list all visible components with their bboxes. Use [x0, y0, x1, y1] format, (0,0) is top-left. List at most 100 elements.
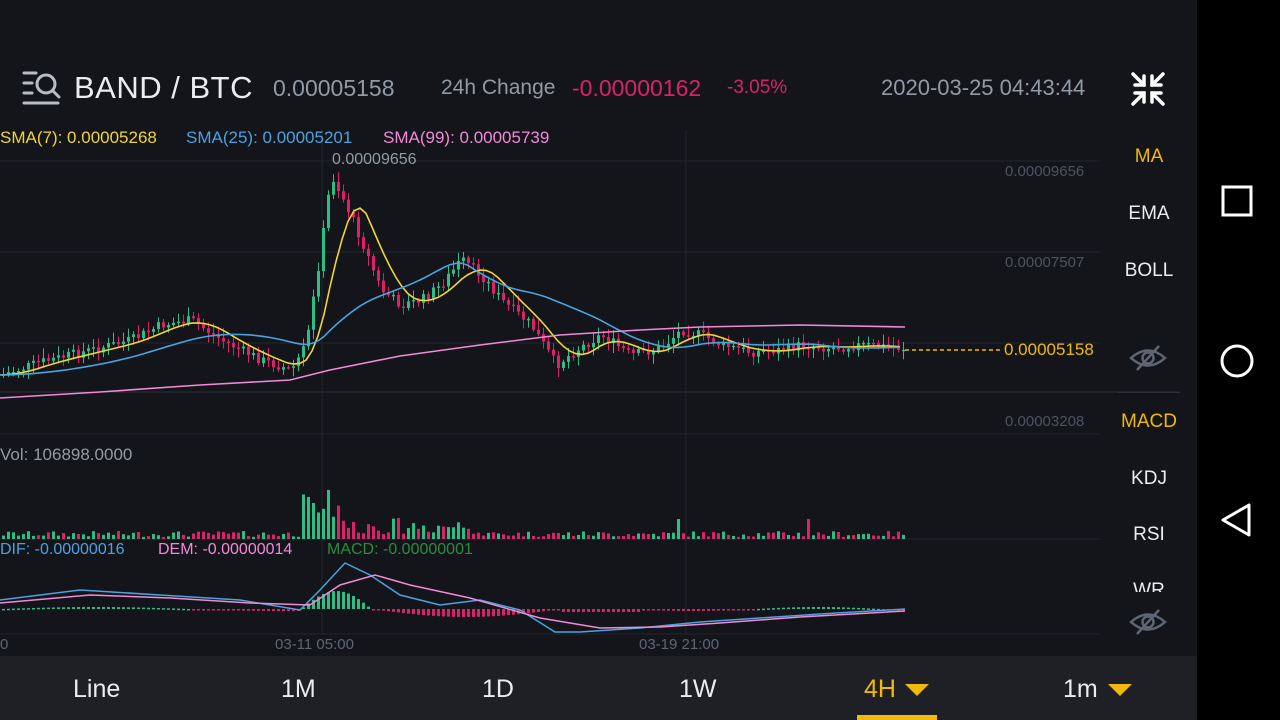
tab-4H-dropdown-icon[interactable] — [904, 683, 930, 697]
volume-bar — [22, 534, 25, 539]
volume-bar — [92, 531, 95, 539]
indicator-wr-clip: WR — [1109, 578, 1189, 592]
volume-bar — [642, 533, 645, 539]
macd-bar — [617, 609, 620, 612]
candle-body — [467, 257, 470, 264]
candle-body — [647, 350, 650, 355]
high-price-marker: 0.00009656 — [332, 151, 417, 168]
indicator-kdj[interactable]: KDJ — [1131, 468, 1167, 489]
volume-bar — [727, 534, 730, 539]
candle-body — [147, 330, 150, 333]
macd-bar — [492, 609, 495, 617]
sma99-legend: SMA(99): 0.00005739 — [383, 128, 550, 147]
volume-bar — [407, 528, 410, 539]
macd-bar — [412, 609, 415, 615]
candle-body — [652, 351, 655, 355]
volume-legend: Vol: 106898.0000 — [0, 445, 133, 464]
macd-bar — [772, 608, 775, 610]
candle-body — [117, 342, 120, 345]
macd-bar — [642, 609, 645, 611]
change-label: 24h Change — [441, 76, 556, 99]
indicator-ma[interactable]: MA — [1134, 146, 1164, 167]
candle-body — [222, 337, 225, 342]
macd-bar — [302, 607, 305, 609]
indicator-macd[interactable]: MACD — [1121, 411, 1177, 432]
hide-main-indicator-icon[interactable] — [1128, 343, 1168, 373]
candle-body — [447, 273, 450, 287]
macd-bar — [817, 607, 820, 609]
candle-body — [862, 342, 865, 345]
volume-bar — [672, 532, 675, 539]
candle-body — [607, 336, 610, 344]
tab-line[interactable]: Line — [73, 675, 121, 703]
volume-bar — [232, 532, 235, 539]
volume-bar — [242, 531, 245, 539]
macd-bar — [582, 609, 585, 612]
tab-1m[interactable]: 1m — [1063, 675, 1098, 703]
macd-bar — [292, 609, 295, 611]
candle-body — [67, 351, 70, 358]
indicator-wr[interactable]: WR — [1133, 580, 1165, 592]
indicator-boll[interactable]: BOLL — [1124, 260, 1174, 281]
tab-1D[interactable]: 1D — [482, 675, 514, 703]
recents-icon[interactable] — [1221, 185, 1253, 217]
candle-body — [187, 316, 190, 324]
macd-bar — [172, 608, 175, 610]
macd-bar — [752, 609, 755, 611]
volume-bar — [762, 535, 765, 539]
volume-bar — [697, 536, 700, 539]
volume-bar — [537, 536, 540, 539]
tab-1M[interactable]: 1M — [281, 675, 316, 703]
macd-bar — [227, 609, 230, 611]
tab-4H[interactable]: 4H — [864, 675, 896, 703]
macd-bar — [112, 607, 115, 609]
time-label-0: 0 — [0, 636, 9, 653]
candle-body — [457, 260, 460, 270]
tab-1W[interactable]: 1W — [679, 675, 717, 703]
menu-list-icon[interactable] — [22, 70, 62, 106]
volume-bar — [817, 532, 820, 539]
indicator-ema[interactable]: EMA — [1128, 203, 1170, 224]
candle-body — [302, 346, 305, 358]
volume-bar — [502, 534, 505, 539]
volume-bar — [97, 533, 100, 539]
candle-body — [252, 353, 255, 356]
macd-bar — [672, 609, 675, 611]
volume-bar — [582, 531, 585, 539]
macd-bar — [322, 593, 325, 609]
candle-body — [507, 300, 510, 305]
volume-bar — [792, 536, 795, 539]
candle-body — [402, 306, 405, 308]
hide-sub-indicator-icon[interactable] — [1128, 607, 1168, 637]
home-icon[interactable] — [1219, 343, 1255, 379]
candle-body — [282, 367, 285, 370]
macd-legend: MACD: -0.00000001 — [327, 541, 473, 558]
candle-body — [587, 344, 590, 348]
volume-bar — [867, 533, 870, 539]
macd-bar — [842, 607, 845, 609]
volume-bar — [382, 533, 385, 539]
volume-bar — [77, 534, 80, 539]
tab-1m-dropdown-icon[interactable] — [1107, 683, 1133, 697]
candle-body — [7, 372, 10, 375]
macd-bar — [657, 609, 660, 611]
candle-body — [672, 337, 675, 344]
candle-body — [362, 237, 365, 249]
candle-body — [277, 367, 280, 370]
candle-body — [837, 347, 840, 350]
price-chart[interactable] — [0, 0, 1197, 720]
candle-body — [747, 347, 750, 353]
pair-name[interactable]: BAND / BTC — [74, 70, 253, 105]
volume-bar — [122, 534, 125, 539]
candlesticks — [2, 172, 905, 380]
macd-bar — [602, 609, 605, 612]
volume-bar — [217, 531, 220, 539]
indicator-rsi[interactable]: RSI — [1133, 524, 1165, 545]
volume-bar — [187, 536, 190, 539]
candle-body — [197, 318, 200, 325]
back-icon[interactable] — [1219, 502, 1253, 538]
side-menu-divider — [1117, 392, 1180, 393]
macd-bar — [277, 609, 280, 611]
candle-body — [762, 350, 765, 352]
exit-fullscreen-icon[interactable] — [1131, 72, 1165, 106]
